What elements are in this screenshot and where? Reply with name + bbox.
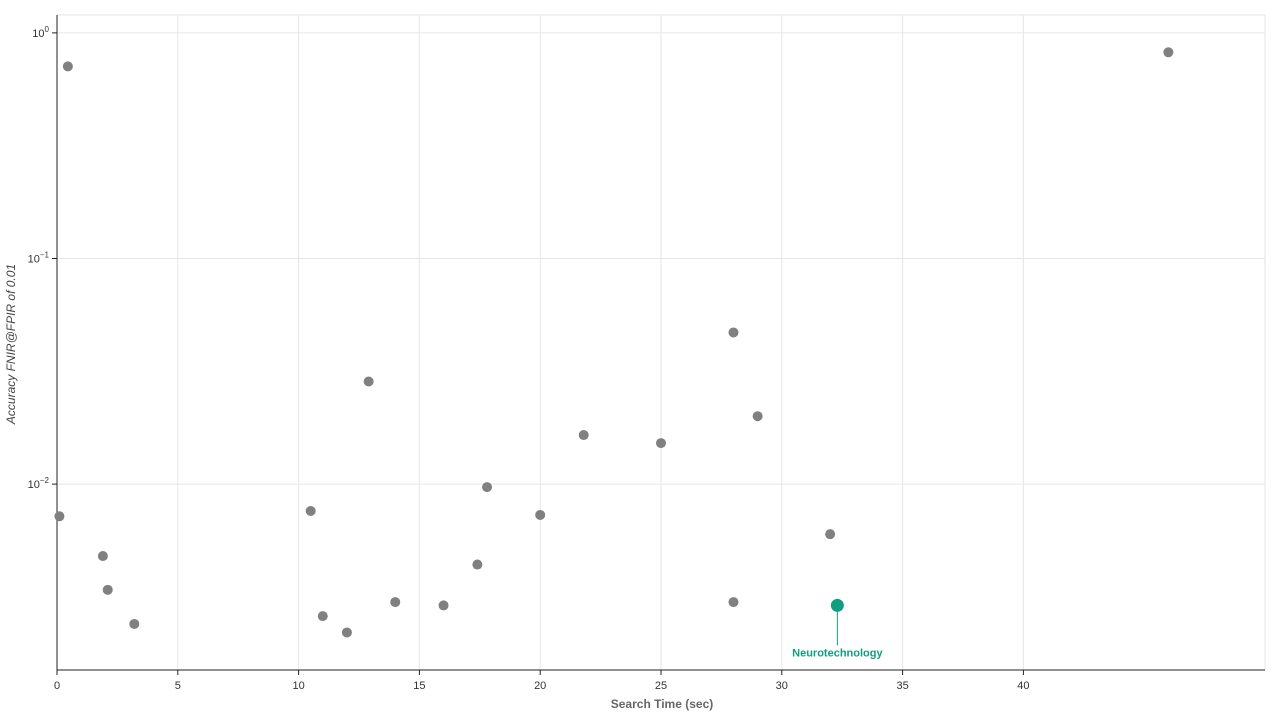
y-tick-label: 100: [32, 25, 49, 40]
data-point: [390, 597, 401, 608]
highlight-group: Neurotechnology: [792, 598, 883, 659]
data-point: [728, 597, 739, 608]
data-point: [62, 61, 73, 72]
x-tick-label: 35: [896, 680, 908, 692]
x-tick-label: 15: [413, 680, 425, 692]
data-point: [825, 529, 836, 540]
data-point: [1163, 47, 1174, 58]
x-tick-label: 5: [175, 680, 181, 692]
data-point: [438, 600, 449, 611]
data-point: [317, 611, 328, 622]
x-tick-label: 20: [534, 680, 546, 692]
x-axis-label: Search Time (sec): [611, 697, 714, 711]
y-tick-label: 10−1: [28, 250, 50, 265]
data-point: [102, 584, 113, 595]
x-tick-label: 40: [1017, 680, 1029, 692]
data-point: [728, 327, 739, 338]
data-point: [341, 627, 352, 638]
data-point: [656, 438, 666, 449]
x-tick-label: 25: [655, 680, 667, 692]
data-point: [129, 618, 140, 629]
x-tick-label: 0: [54, 680, 60, 692]
data-point: [97, 551, 108, 562]
y-axis-label: Accuracy FNIR@FPIR of 0.01: [4, 264, 18, 425]
highlight-point: [830, 598, 844, 612]
x-ticks: 0 5 10 15 20 25 30 35 40: [54, 670, 1030, 692]
y-ticks: 100 10−1 10−2: [28, 25, 57, 491]
highlight-label: Neurotechnology: [792, 647, 883, 659]
x-tick-label: 10: [292, 680, 304, 692]
y-tick-label: 10−2: [28, 476, 50, 491]
data-point: [752, 411, 763, 422]
data-point: [472, 559, 483, 570]
data-points: [54, 47, 1174, 638]
x-tick-label: 30: [776, 680, 788, 692]
data-point: [363, 376, 374, 387]
data-point: [578, 430, 589, 441]
gridlines: [56, 14, 1266, 670]
data-point: [482, 482, 493, 493]
data-point: [535, 509, 546, 520]
data-point: [54, 511, 65, 522]
data-point: [305, 505, 316, 516]
